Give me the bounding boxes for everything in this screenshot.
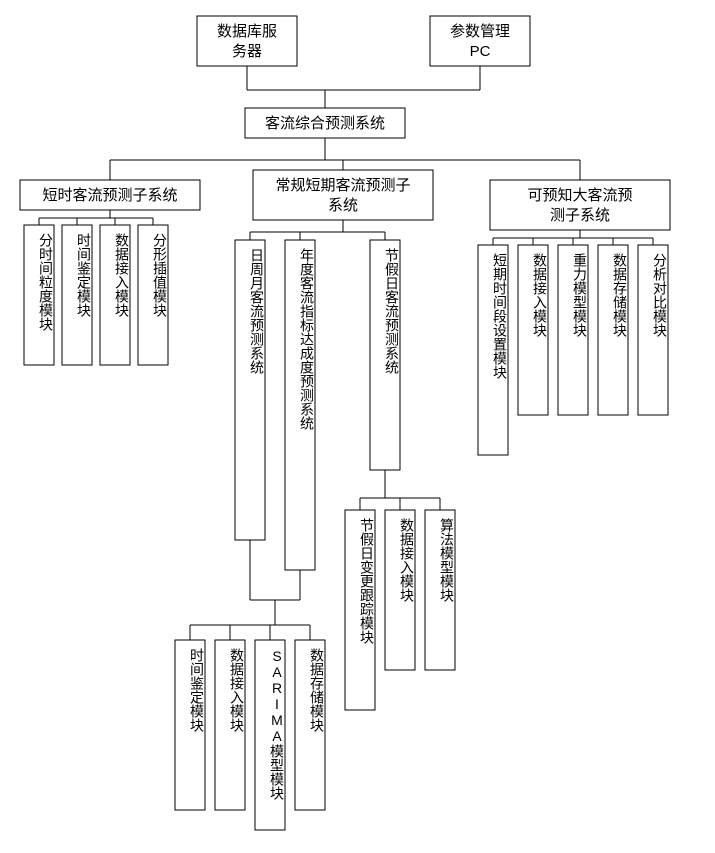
sub-predict-label2: 测子系统: [550, 207, 610, 224]
dwm_c4-label: 数据存储模块: [309, 648, 325, 732]
pred_c5-label: 分析对比模块: [652, 253, 668, 337]
pred_c1-label: 短期时间段设置模块: [492, 253, 508, 379]
db-server-label2: 务器: [232, 43, 262, 60]
param-pc-label2: PC: [470, 43, 491, 60]
short_c1-label: 分时间粒度模块: [38, 233, 54, 331]
dwm_c2-label: 数据接入模块: [229, 648, 245, 732]
dwm_c3-label: SARIMA模型模块: [269, 648, 285, 800]
holiday_c3-label: 算法模型模块: [439, 518, 455, 602]
param-pc-label1: 参数管理: [450, 23, 510, 40]
sub-normal-label1: 常规短期客流预测子: [275, 177, 410, 194]
normal_c1-label: 日周月客流预测系统: [249, 248, 265, 375]
pred_c3-label: 重力模型模块: [572, 253, 588, 337]
normal_c2-label: 年度客流指标达成度预测系统: [299, 248, 315, 431]
short_c2-label: 时间鉴定模块: [76, 233, 92, 317]
pred_c2-label: 数据接入模块: [532, 253, 548, 337]
holiday_c1-label: 节假日变更跟踪模块: [359, 518, 375, 644]
sub-short-label: 短时客流预测子系统: [42, 187, 177, 204]
sub-predict-label1: 可预知大客流预: [527, 187, 632, 204]
short_c3-label: 数据接入模块: [114, 233, 130, 317]
pred_c4-label: 数据存储模块: [612, 253, 628, 337]
sub-normal-label2: 系统: [328, 197, 358, 214]
dwm_c1-label: 时间鉴定模块: [189, 648, 205, 732]
diagram-canvas: 数据库服务器 参数管理 PC 客流综合预测系统短时客流预测子系统 常规短期客流预测子系统…: [0, 0, 715, 853]
normal_c3-label: 节假日客流预测系统: [384, 248, 400, 375]
db-server-label1: 数据库服: [217, 23, 277, 40]
main-system-label: 客流综合预测系统: [265, 115, 385, 132]
short_c4-label: 分形插值模块: [152, 233, 168, 317]
holiday_c2-label: 数据接入模块: [399, 518, 415, 602]
